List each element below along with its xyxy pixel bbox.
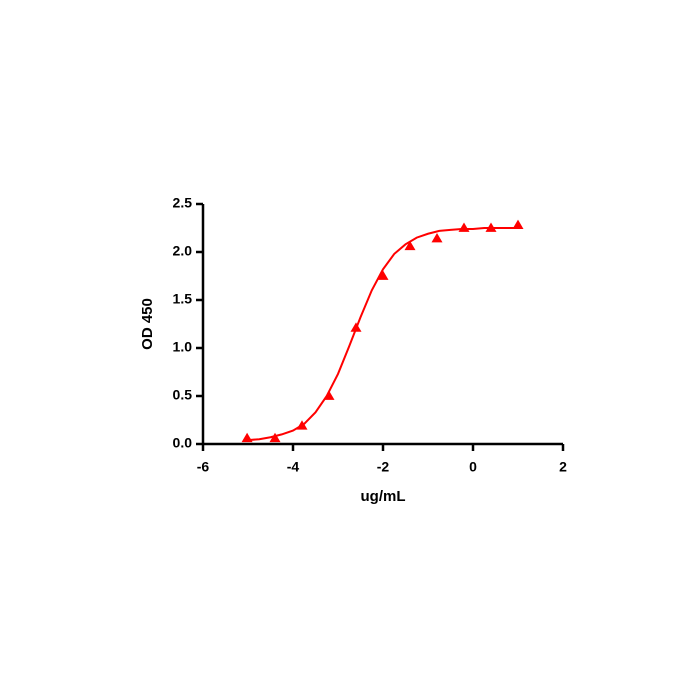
data-point — [458, 222, 470, 232]
x-tick-label: -2 — [377, 459, 390, 475]
x-tick-label: 2 — [559, 459, 567, 475]
y-tick-label: 0.0 — [173, 435, 193, 451]
x-tick-label: -4 — [287, 459, 300, 475]
y-axis-label: OD 450 — [139, 298, 156, 350]
data-point — [377, 270, 389, 280]
data-point — [431, 233, 443, 243]
x-tick-label: 0 — [469, 459, 477, 475]
y-tick-label: 0.5 — [173, 387, 193, 403]
data-point — [269, 432, 281, 443]
data-point — [512, 219, 524, 229]
data-point — [404, 240, 416, 251]
x-axis-label: ug/mL — [361, 488, 406, 505]
y-tick-label: 1.0 — [173, 339, 193, 355]
x-tick-label: -6 — [197, 459, 210, 475]
y-tick-label: 2.5 — [173, 195, 193, 211]
y-tick-label: 2.0 — [173, 243, 193, 259]
y-tick-label: 1.5 — [173, 291, 193, 307]
fit-curve — [247, 227, 518, 442]
